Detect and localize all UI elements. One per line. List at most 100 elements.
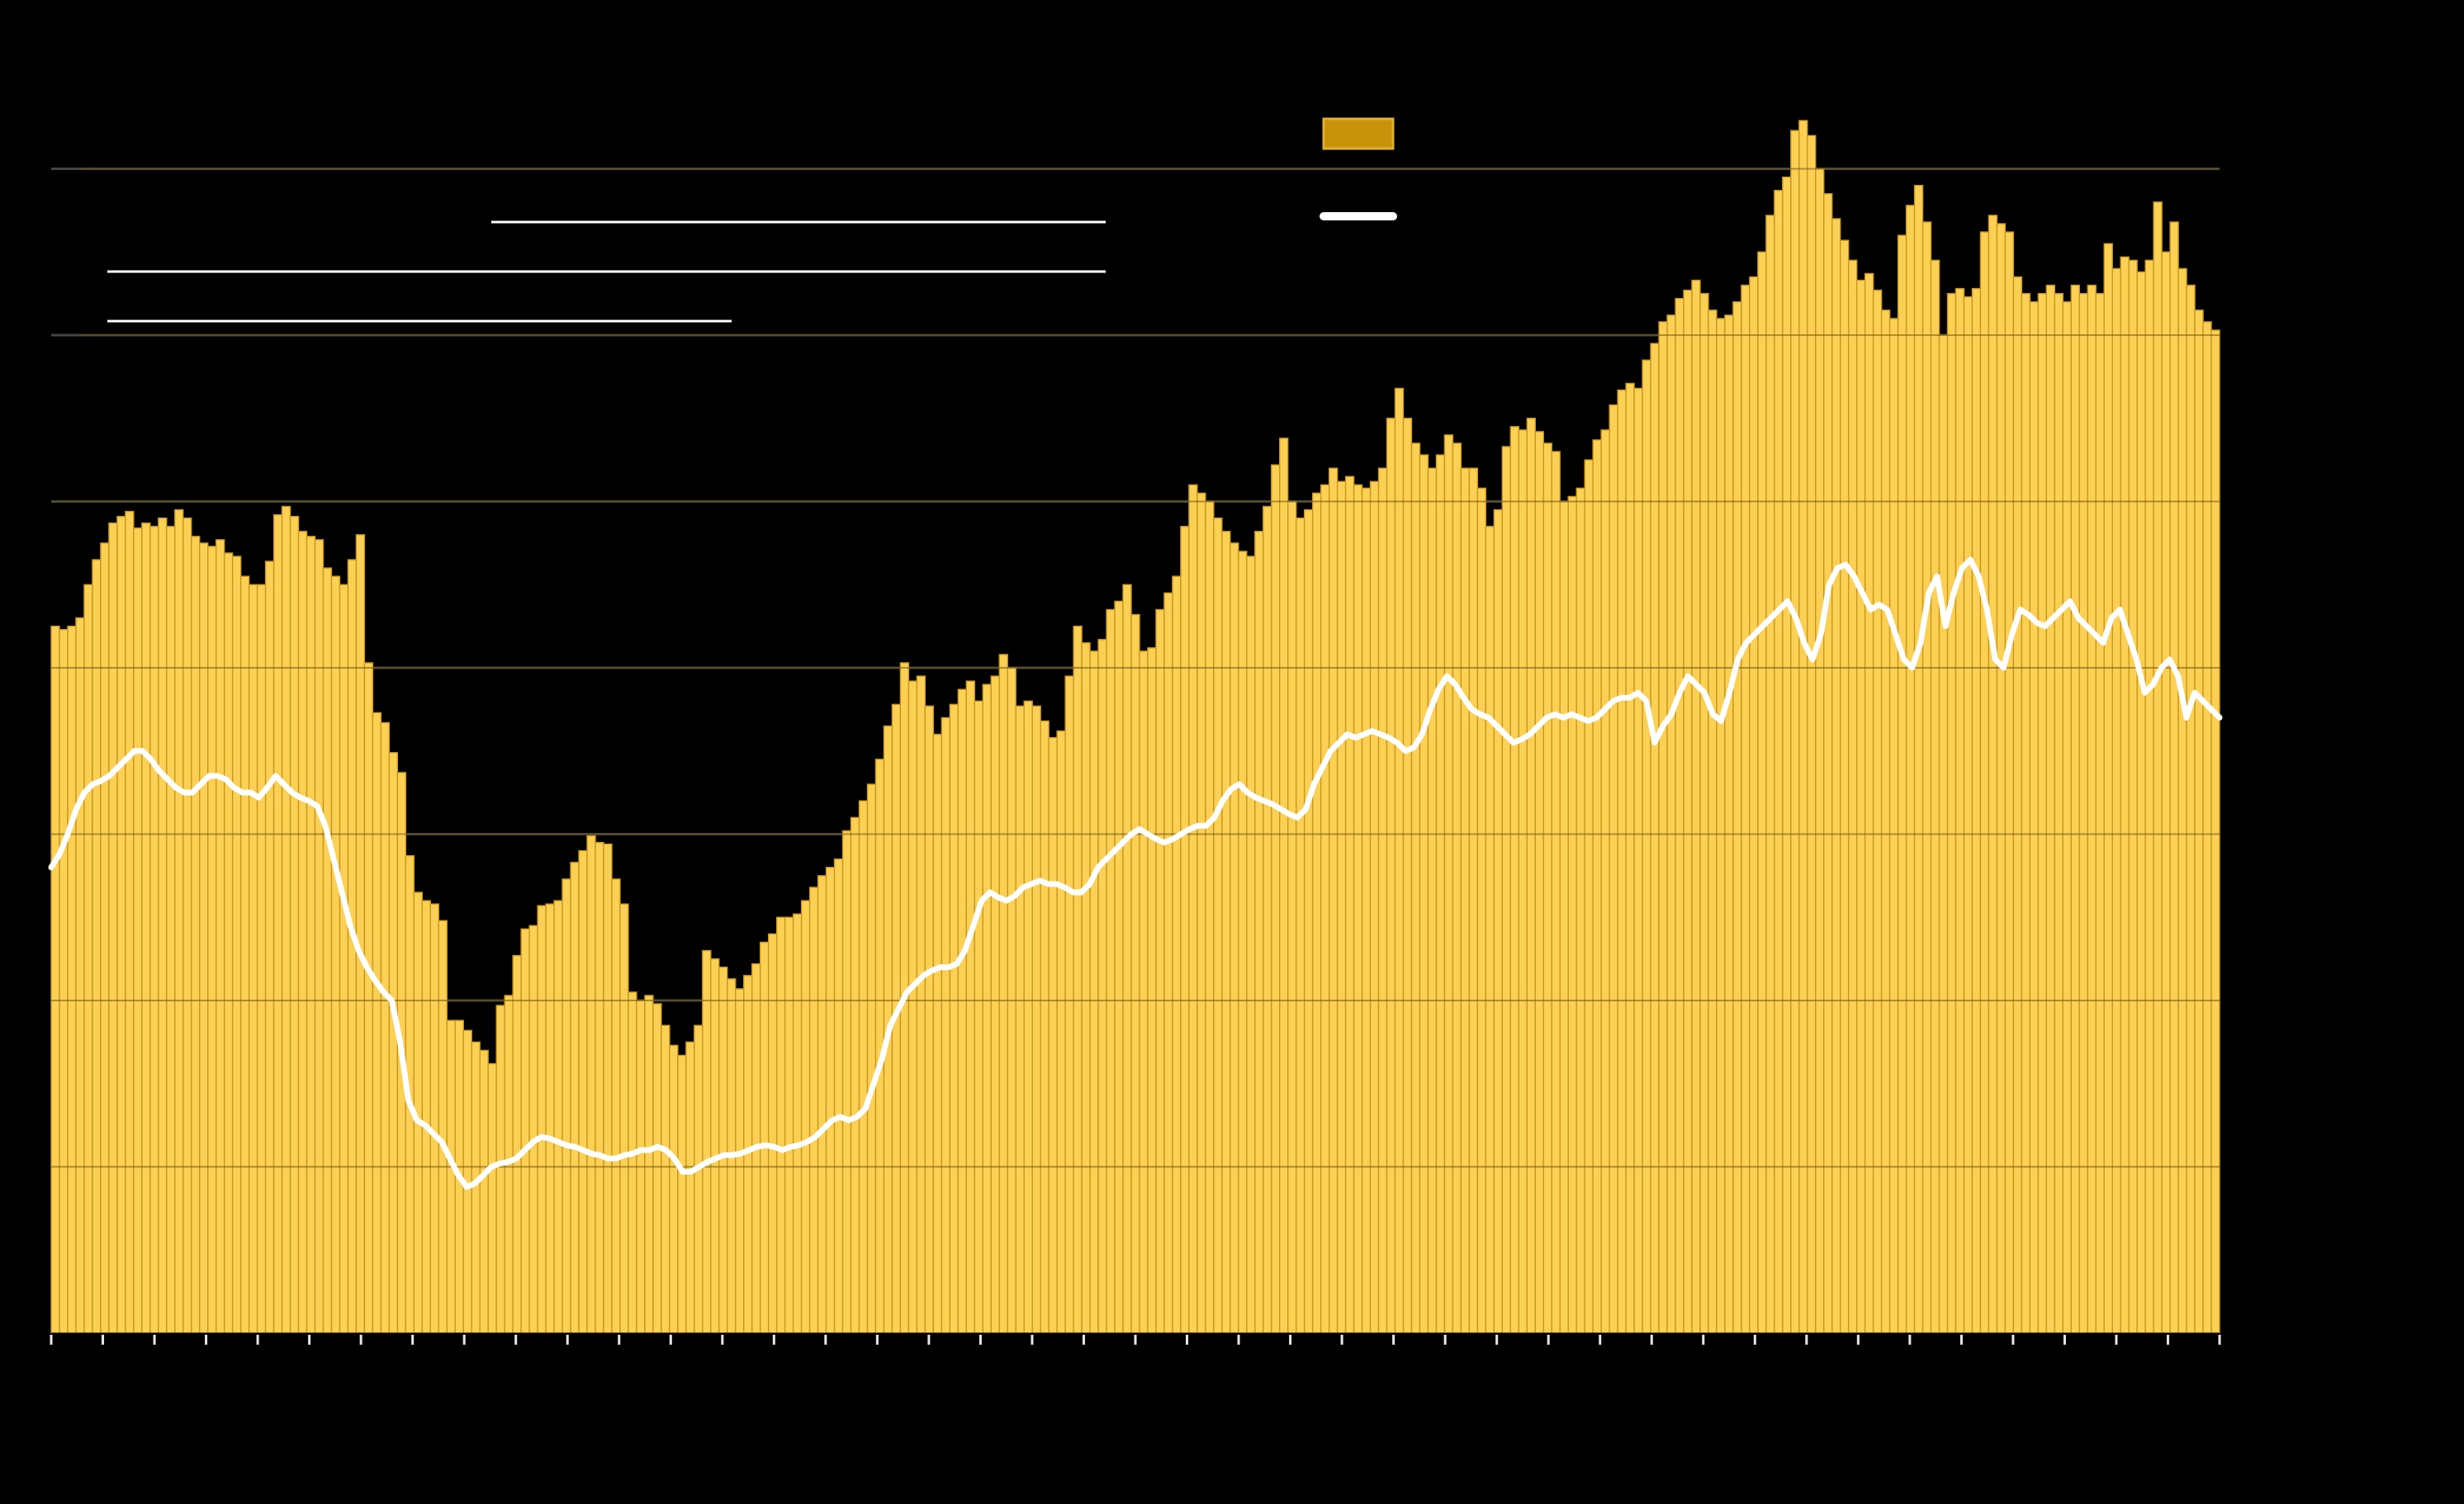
bar (2161, 251, 2171, 1334)
bar (562, 878, 571, 1334)
bar (1155, 608, 1165, 1334)
bar (1691, 279, 1701, 1334)
bar (907, 680, 918, 1334)
bar (322, 567, 333, 1334)
bar (1946, 292, 1957, 1334)
bar (1913, 184, 1924, 1334)
bar (1320, 484, 1330, 1334)
bar (1081, 642, 1091, 1334)
bar (388, 752, 399, 1334)
bar (1880, 310, 1891, 1334)
bar (2153, 201, 2163, 1334)
bar (314, 539, 325, 1334)
bar (1625, 382, 1635, 1334)
bar (216, 539, 225, 1334)
bar (792, 913, 803, 1334)
bar (1609, 404, 1618, 1334)
bar (677, 1054, 687, 1334)
bar (611, 878, 621, 1334)
bar (1246, 556, 1256, 1334)
line-path (48, 556, 2223, 1190)
bar (1386, 418, 1396, 1334)
bar (1872, 289, 1883, 1334)
bar (1666, 315, 1676, 1334)
bar (1139, 650, 1149, 1334)
bar (1263, 505, 1272, 1334)
bar (2012, 276, 2023, 1334)
bar (1040, 720, 1050, 1334)
bar (1633, 387, 1643, 1334)
bar (1271, 464, 1281, 1334)
bar (1979, 231, 1990, 1334)
bar (67, 625, 77, 1334)
bar (825, 867, 836, 1334)
bar (603, 843, 613, 1334)
bar (339, 584, 349, 1334)
bar (1798, 120, 1808, 1334)
bar (628, 991, 637, 1334)
bar (553, 900, 563, 1334)
bar (264, 560, 275, 1334)
bar (2054, 292, 2064, 1334)
bar (1559, 500, 1569, 1334)
legend (1320, 117, 1397, 220)
bar (289, 515, 300, 1334)
bar (372, 712, 382, 1334)
bar (1732, 301, 1742, 1334)
bar (1023, 700, 1033, 1334)
bar (1501, 446, 1511, 1334)
bar (1757, 251, 1767, 1334)
bar (306, 536, 316, 1334)
bar (1089, 650, 1099, 1334)
bar (1419, 454, 1429, 1334)
bar (2004, 231, 2015, 1334)
bar (735, 988, 745, 1334)
bar (1188, 484, 1198, 1334)
bar (1485, 526, 1495, 1334)
bar (272, 513, 283, 1334)
bar (669, 1044, 679, 1334)
bar (1073, 625, 1083, 1334)
bar (537, 905, 547, 1334)
bar (1658, 321, 1668, 1334)
bar (520, 928, 530, 1334)
bar (1675, 297, 1685, 1334)
bar (1443, 434, 1454, 1334)
bar (1576, 487, 1585, 1334)
bar (149, 526, 159, 1334)
bar (1683, 289, 1693, 1334)
bar (1180, 526, 1190, 1334)
bar (1452, 442, 1462, 1334)
bar (1749, 276, 1759, 1334)
bar (718, 966, 728, 1334)
line-series (48, 556, 2223, 1190)
bar (644, 995, 654, 1334)
bar (1905, 205, 1916, 1334)
bar (1592, 439, 1602, 1334)
x-axis (50, 168, 2221, 1345)
bar (1254, 531, 1264, 1334)
bar (1716, 318, 1726, 1334)
bar (1765, 215, 1775, 1334)
bar (1147, 647, 1157, 1334)
bar (471, 1041, 481, 1334)
bar (1567, 495, 1577, 1334)
bar (495, 1005, 505, 1334)
bar (619, 903, 629, 1334)
bar (916, 675, 926, 1334)
bar (1056, 730, 1066, 1334)
bar (932, 733, 943, 1334)
bar (512, 954, 522, 1334)
bar (1213, 517, 1223, 1334)
bar (1600, 429, 1610, 1334)
bar (446, 1019, 456, 1334)
bar (2037, 292, 2048, 1334)
bar (1015, 705, 1025, 1334)
bar (817, 875, 827, 1334)
bar (1897, 234, 1907, 1334)
bar (191, 536, 201, 1334)
bar (1328, 467, 1339, 1334)
bar (1377, 467, 1388, 1334)
bar (685, 1041, 695, 1334)
